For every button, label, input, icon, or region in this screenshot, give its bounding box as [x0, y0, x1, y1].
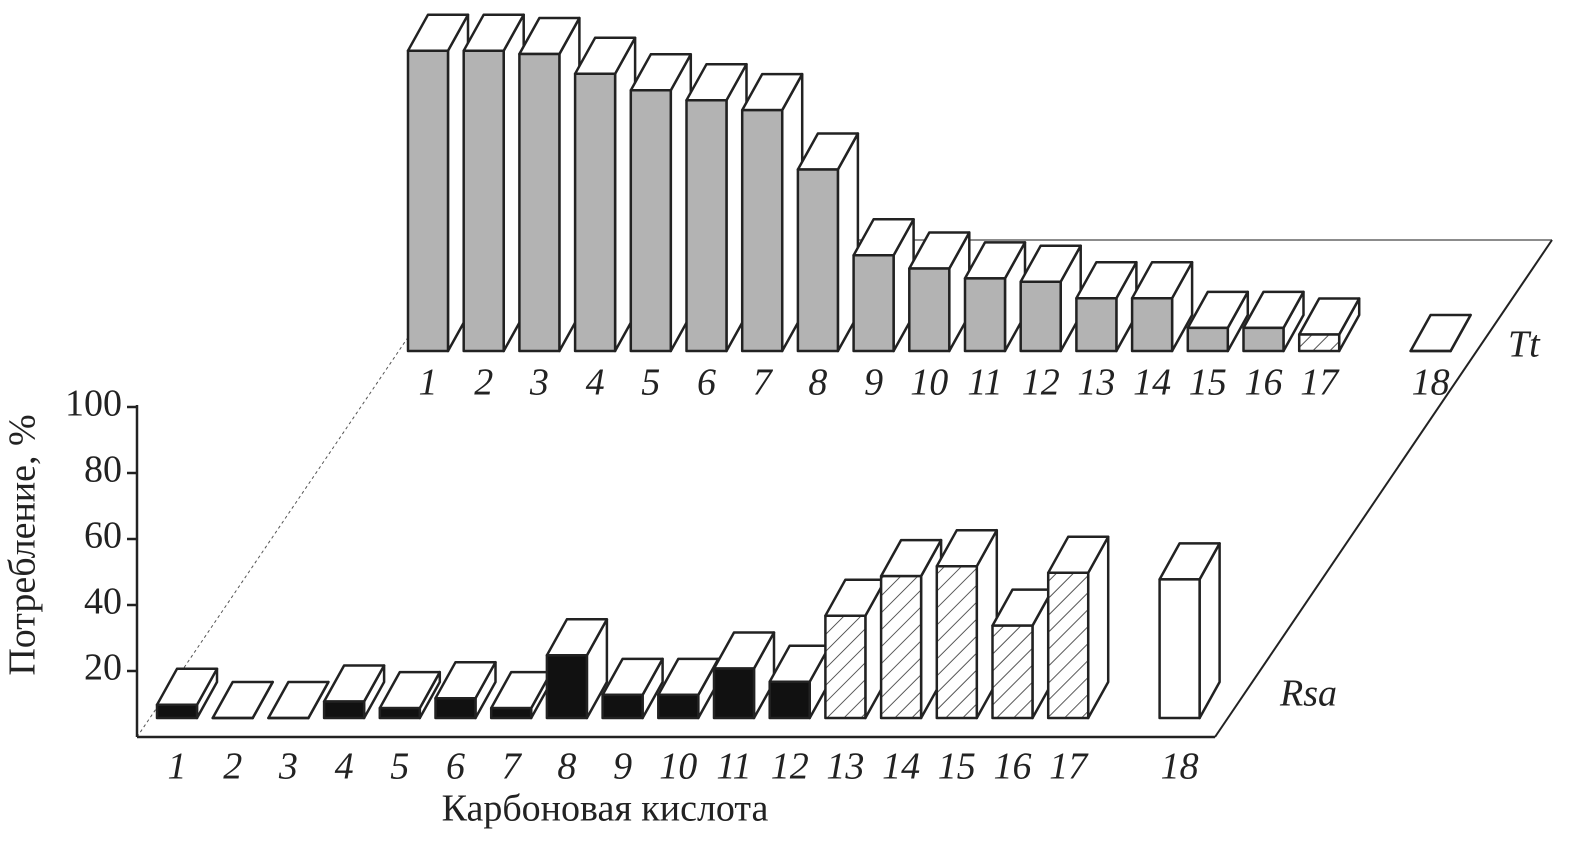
bar: [796, 168, 840, 353]
x-tick-label: 4: [586, 362, 605, 404]
x-tick-label: 16: [994, 746, 1032, 788]
x-tick-label: 8: [808, 362, 827, 404]
bar: [935, 564, 979, 720]
bar: [629, 89, 673, 353]
legend-label: Rsa: [1279, 673, 1337, 715]
x-tick-label: 18: [1412, 362, 1450, 404]
bar: [378, 706, 422, 720]
x-tick-label: 2: [474, 362, 493, 404]
x-tick-label: 16: [1245, 362, 1283, 404]
x-tick-label: 15: [938, 746, 976, 788]
bar: [824, 614, 867, 720]
x-tick-label: 17: [1300, 362, 1340, 404]
bar: [1158, 578, 1201, 720]
bar: [155, 703, 199, 720]
bar: [712, 667, 756, 720]
bar: [1297, 333, 1341, 353]
x-tick-label: 15: [1189, 362, 1227, 404]
x-tick-label: 9: [864, 362, 883, 404]
y-tick-label: 80: [84, 449, 122, 491]
x-tick-label: 4: [335, 746, 354, 788]
y-tick-label: 40: [84, 581, 122, 623]
x-tick-label: 10: [910, 362, 948, 404]
y-tick-label: 20: [84, 647, 122, 689]
x-tick-label: 9: [613, 746, 632, 788]
bar: [1130, 296, 1174, 353]
bar: [685, 98, 728, 353]
bar: [462, 49, 505, 353]
bar: [768, 680, 811, 720]
x-tick-label: 12: [1022, 362, 1060, 404]
bar: [406, 49, 450, 353]
legend-label: Tt: [1508, 324, 1541, 366]
y-tick-label: 100: [65, 383, 122, 425]
bar: [852, 254, 895, 353]
bar: [657, 693, 700, 720]
x-tick-label: 7: [753, 362, 774, 404]
floor-edge: [1214, 239, 1553, 738]
x-tick-label: 8: [557, 746, 576, 788]
bar: [573, 72, 617, 353]
bar: [489, 706, 533, 720]
bar: [879, 574, 923, 720]
x-tick-label: 3: [278, 746, 298, 788]
x-tick-label: 14: [882, 746, 920, 788]
x-tick-label: 5: [641, 362, 660, 404]
x-tick-label: 7: [502, 746, 523, 788]
x-tick-label: 11: [716, 746, 751, 788]
bar: [740, 108, 784, 353]
x-tick-label: 10: [659, 746, 697, 788]
x-tick-label: 11: [967, 362, 1002, 404]
x-tick-label: 18: [1161, 746, 1199, 788]
bar: [322, 700, 366, 720]
x-tick-label: 13: [826, 746, 864, 788]
bar: [545, 654, 589, 720]
bar: [908, 267, 951, 353]
y-axis-label: Потребление, %: [2, 414, 44, 675]
x-tick-label: 1: [419, 362, 438, 404]
x-tick-label: 1: [168, 746, 187, 788]
bar: [1186, 326, 1230, 353]
x-tick-label: 6: [697, 362, 716, 404]
bar: [434, 696, 477, 720]
x-tick-label: 12: [771, 746, 809, 788]
bar: [963, 277, 1007, 353]
y-tick-label: 60: [84, 515, 122, 557]
bar: [1019, 280, 1062, 353]
x-tick-label: 14: [1133, 362, 1171, 404]
bar: [1046, 571, 1090, 720]
x-tick-label: 5: [390, 746, 409, 788]
bar: [601, 693, 644, 720]
x-tick-label: 6: [446, 746, 465, 788]
x-tick-label: 17: [1049, 746, 1089, 788]
bar: [991, 624, 1034, 720]
bar: [1075, 296, 1118, 353]
bar: [1242, 326, 1285, 353]
x-tick-label: 13: [1077, 362, 1115, 404]
x-tick-label: 2: [223, 746, 242, 788]
x-tick-label: 3: [529, 362, 549, 404]
bar: [518, 52, 561, 353]
x-axis-label: Карбоновая кислота: [442, 788, 769, 830]
